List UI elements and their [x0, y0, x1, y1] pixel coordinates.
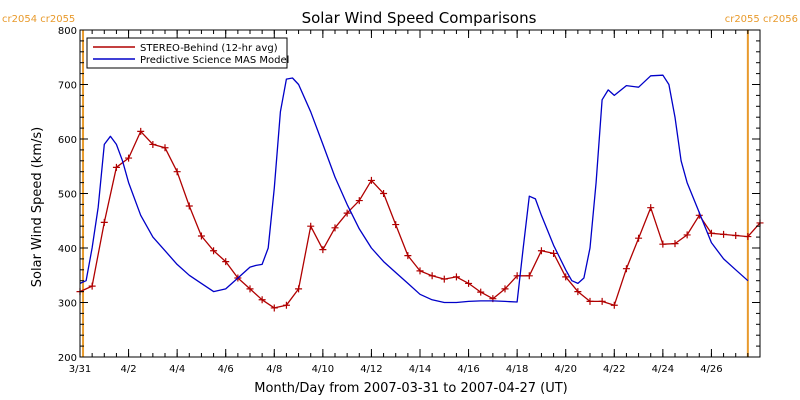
legend-label-mas: Predictive Science MAS Model: [140, 55, 289, 66]
series-point-0: [683, 231, 691, 239]
series-point-0: [452, 273, 460, 281]
series-point-0: [319, 246, 327, 254]
series-point-0: [173, 168, 181, 176]
series-point-0: [525, 272, 533, 280]
x-tick-label: 4/26: [700, 364, 722, 375]
series-point-0: [161, 144, 169, 152]
series-point-0: [331, 224, 339, 232]
series-point-0: [610, 301, 618, 309]
series-point-0: [258, 296, 266, 304]
series-point-0: [380, 190, 388, 197]
x-tick-label: 4/8: [266, 364, 282, 375]
x-tick-label: 4/10: [312, 364, 334, 375]
series-point-0: [88, 282, 96, 290]
series-point-0: [246, 285, 254, 293]
y-tick-label: 300: [58, 299, 77, 310]
series-point-0: [732, 231, 740, 239]
series-point-0: [659, 240, 667, 248]
series-point-0: [598, 297, 606, 305]
x-tick-label: 4/16: [457, 364, 479, 375]
series-point-0: [100, 218, 108, 226]
series-point-0: [185, 202, 193, 210]
x-tick-label: 4/20: [554, 364, 576, 375]
series-point-0: [744, 233, 752, 241]
y-tick-label: 500: [58, 190, 77, 201]
series-point-0: [440, 275, 448, 283]
series-point-0: [428, 272, 436, 280]
y-tick-label: 400: [58, 244, 77, 255]
x-tick-label: 4/18: [506, 364, 528, 375]
x-tick-label: 4/22: [603, 364, 625, 375]
legend-box: [86, 37, 288, 69]
x-tick-label: 4/24: [652, 364, 674, 375]
series-line-1: [79, 74, 749, 304]
x-tick-label: 3/31: [69, 364, 91, 375]
series-point-0: [112, 163, 120, 171]
series-point-0: [404, 252, 412, 260]
series-point-0: [210, 247, 218, 255]
series-point-0: [137, 127, 145, 135]
series-point-0: [149, 140, 157, 148]
series-point-0: [562, 273, 570, 281]
series-point-0: [635, 234, 643, 242]
x-tick-label: 4/6: [218, 364, 234, 375]
y-axis-label: Solar Wind Speed (km/s): [30, 127, 45, 287]
legend-label-stereo: STEREO-Behind (12-hr avg): [140, 43, 278, 54]
series-point-0: [222, 258, 230, 266]
series-point-0: [197, 232, 205, 240]
series-point-0: [647, 204, 655, 212]
series-point-0: [671, 240, 679, 248]
series-point-0: [343, 209, 351, 217]
y-tick-label: 700: [58, 81, 77, 92]
series-point-0: [477, 288, 485, 296]
carrington-label: cr2054 cr2055: [2, 14, 75, 25]
x-tick-label: 4/2: [121, 364, 137, 375]
series-point-0: [125, 154, 133, 162]
x-tick-label: 4/14: [409, 364, 431, 375]
x-axis: 3/31 4/2 4/4 4/6 4/8 4/10 4/12 4/14 4/16 4/18 4/20…: [69, 30, 761, 375]
series-point-0: [550, 249, 558, 257]
series-point-0: [574, 288, 582, 296]
series-point-0: [270, 304, 278, 312]
chart-title: Solar Wind Speed Comparisons: [302, 9, 537, 27]
series-point-0: [537, 247, 545, 255]
series-point-0: [355, 197, 363, 205]
y-tick-label: 800: [58, 26, 77, 37]
series-point-0: [295, 285, 303, 293]
y-tick-label: 200: [58, 353, 77, 364]
series-point-0: [465, 279, 473, 287]
carrington-label: cr2055 cr2056: [725, 14, 798, 25]
series-point-0: [501, 285, 509, 293]
series-point-0: [707, 229, 715, 237]
x-tick-label: 4/4: [169, 364, 185, 375]
legend: STEREO-Behind (12-hr avg) Predictive Sci…: [86, 37, 289, 69]
y-axis: 200 300 400 500 600 700 800: [58, 26, 760, 364]
x-axis-label: Month/Day from 2007-03-31 to 2007-04-27 …: [254, 381, 567, 396]
series-point-0: [416, 267, 424, 275]
series-point-0: [307, 222, 315, 230]
series-point-0: [282, 301, 290, 309]
series-point-0: [586, 297, 594, 305]
series-point-0: [720, 230, 728, 238]
x-tick-label: 4/12: [360, 364, 382, 375]
y-tick-label: 600: [58, 135, 77, 146]
series-point-0: [367, 176, 375, 184]
series-point-0: [622, 265, 630, 273]
series-point-0: [392, 221, 400, 229]
